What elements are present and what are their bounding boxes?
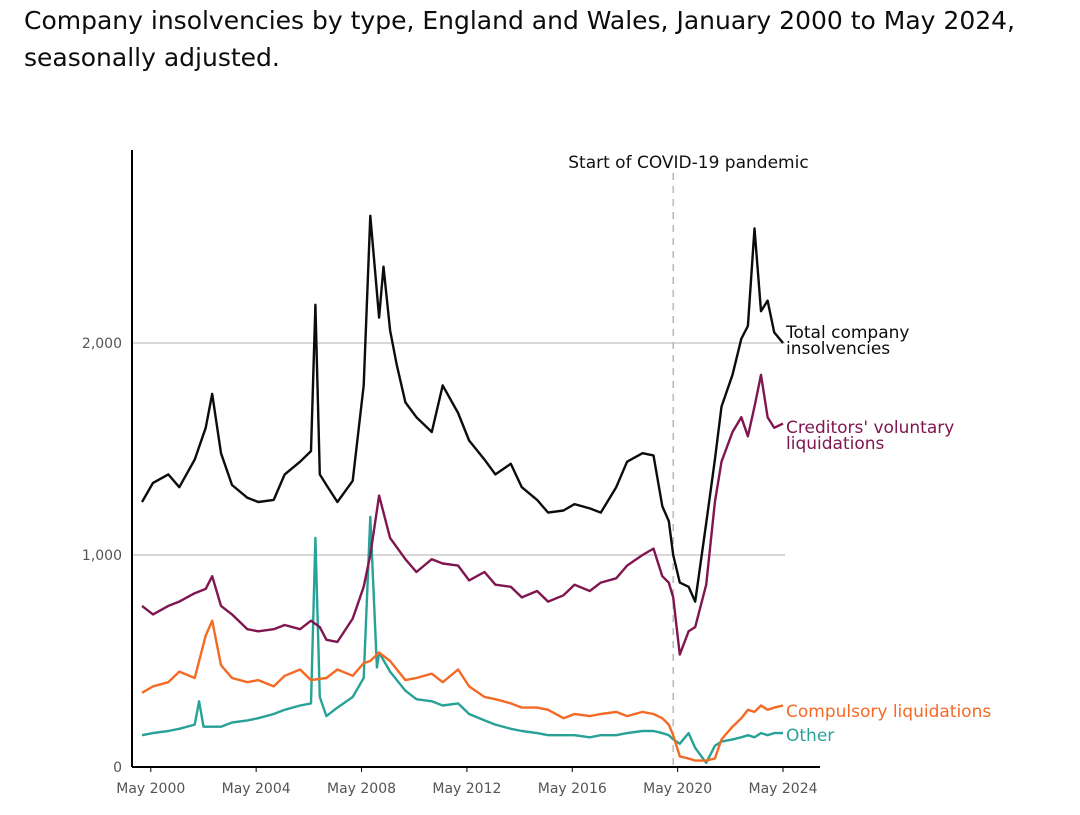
- x-tick-label: May 2000: [116, 781, 185, 797]
- gridlines: [132, 342, 785, 556]
- series-labels: Total company insolvencies Creditors' volu…: [785, 323, 991, 746]
- series-label-cvl: Creditors' voluntary liquidations: [786, 418, 954, 454]
- series-lines: [140, 214, 784, 764]
- x-tick-label: May 2024: [748, 781, 817, 797]
- series-line-compulsory: [141, 619, 784, 762]
- axes: 0 1,000 2,000 May 2000 May 2004 May 2008 May 2…: [82, 150, 820, 797]
- x-tick-label: May 2020: [643, 781, 712, 797]
- series-label-compulsory: Compulsory liquidations: [786, 702, 991, 722]
- series-label-line: Compulsory liquidations: [786, 702, 991, 722]
- series-line-cvl: [141, 373, 784, 656]
- chart-title: Company insolvencies by type, England an…: [24, 6, 1015, 72]
- series-line-total: [140, 214, 784, 603]
- series-label-line: Other: [786, 726, 834, 746]
- x-tick-label: May 2012: [432, 781, 501, 797]
- series-label-line: Creditors' voluntary: [786, 418, 954, 438]
- series-label-total: Total company insolvencies: [785, 323, 909, 359]
- y-tick-label: 2,000: [82, 336, 122, 352]
- y-tick-label: 0: [113, 760, 122, 776]
- series-label-line: liquidations: [786, 434, 885, 454]
- x-tick-label: May 2004: [222, 781, 291, 797]
- series-label-line: Total company: [785, 323, 909, 343]
- y-tick-label: 1,000: [82, 548, 122, 564]
- series-label-line: insolvencies: [786, 339, 890, 359]
- x-tick-label: May 2008: [327, 781, 396, 797]
- series-label-other: Other: [786, 726, 834, 746]
- covid-annotation: Start of COVID-19 pandemic: [568, 153, 809, 767]
- series-line-other: [141, 515, 783, 764]
- covid-annotation-label: Start of COVID-19 pandemic: [568, 153, 808, 173]
- x-tick-label: May 2016: [538, 781, 607, 797]
